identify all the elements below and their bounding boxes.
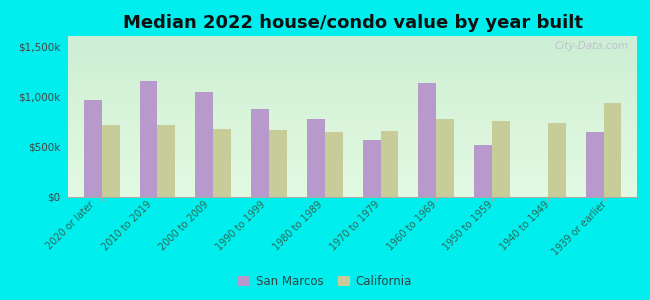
Bar: [325, 132, 343, 196]
Bar: [140, 81, 157, 196]
Bar: [586, 132, 604, 196]
Text: 2010 to 2019: 2010 to 2019: [100, 200, 153, 253]
Bar: [474, 145, 492, 196]
Bar: [380, 131, 398, 196]
Text: 1980 to 1989: 1980 to 1989: [271, 200, 324, 253]
Text: City-Data.com: City-Data.com: [554, 41, 629, 51]
Text: 1970 to 1979: 1970 to 1979: [328, 200, 381, 253]
Bar: [101, 125, 120, 196]
Text: 1960 to 1969: 1960 to 1969: [385, 200, 438, 253]
Bar: [363, 140, 380, 196]
Title: Median 2022 house/condo value by year built: Median 2022 house/condo value by year bu…: [123, 14, 582, 32]
Bar: [196, 92, 213, 196]
Bar: [157, 125, 176, 196]
Bar: [492, 121, 510, 196]
Bar: [84, 100, 101, 196]
Bar: [269, 130, 287, 196]
Text: 1939 or earlier: 1939 or earlier: [551, 200, 608, 258]
Bar: [436, 119, 454, 196]
Bar: [604, 103, 621, 196]
Legend: San Marcos, California: San Marcos, California: [233, 270, 417, 292]
Text: 1990 to 1999: 1990 to 1999: [214, 200, 267, 253]
Bar: [419, 83, 436, 196]
Text: 1940 to 1949: 1940 to 1949: [499, 200, 552, 253]
Bar: [213, 129, 231, 196]
Text: 1950 to 1959: 1950 to 1959: [441, 200, 495, 253]
Bar: [548, 123, 566, 196]
Text: 2020 or later: 2020 or later: [45, 200, 97, 251]
Bar: [251, 109, 269, 196]
Bar: [307, 119, 325, 196]
Text: 2000 to 2009: 2000 to 2009: [157, 200, 211, 253]
